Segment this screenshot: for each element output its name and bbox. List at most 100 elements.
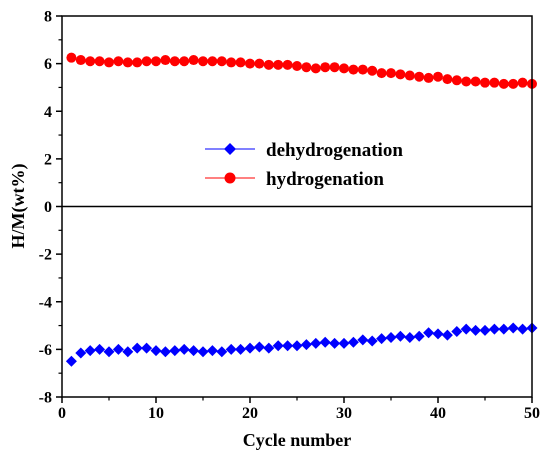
dehydrogenation-point (357, 334, 369, 346)
y-axis-title: H/M(wt%) (8, 164, 29, 249)
hydrogenation-point (235, 57, 246, 68)
dehydrogenation-point (310, 337, 322, 349)
dehydrogenation-point (366, 335, 378, 347)
dehydrogenation-point (451, 326, 463, 338)
hydrogenation-point (104, 57, 114, 68)
dehydrogenation-point (141, 342, 153, 354)
y-tick-label: -6 (39, 342, 52, 359)
dehydrogenation-point (488, 323, 500, 335)
dehydrogenation-point (507, 322, 519, 334)
dehydrogenation-point (460, 323, 472, 335)
x-tick-label: 20 (242, 405, 258, 422)
hydrogenation-point (66, 52, 77, 63)
hydrogenation-point (169, 56, 180, 67)
hydrogenation-point (376, 68, 387, 79)
x-tick-label: 10 (148, 405, 164, 422)
hydrogenation-point (263, 59, 274, 70)
hydrogenation-point (451, 75, 462, 86)
x-tick-label: 30 (336, 405, 352, 422)
dehydrogenation-point (394, 330, 406, 342)
dehydrogenation-point (75, 347, 87, 359)
hydrogenation-point (75, 55, 86, 66)
hydrogenation-point (320, 62, 331, 73)
hydrogenation-point (433, 71, 443, 82)
hydrogenation-point (282, 59, 293, 70)
dehydrogenation-point (347, 336, 359, 348)
hydrogenation-point (470, 76, 481, 87)
dehydrogenation-point (94, 343, 106, 355)
hydrogenation-point (179, 56, 190, 67)
hydrogenation-point (226, 57, 237, 68)
dehydrogenation-point (376, 333, 388, 345)
dehydrogenation-point (479, 324, 491, 336)
hydrogenation-point (132, 57, 143, 68)
dehydrogenation-point (300, 339, 312, 351)
ticks-layer: 0 10 20 30 40 50 -8 -6 -4 -2 0 2 4 6 8 (39, 9, 540, 423)
y-tick-label: -8 (39, 390, 52, 407)
dehydrogenation-point (197, 346, 209, 358)
hydrogenation-point (367, 65, 378, 76)
y-tick-label: 4 (44, 104, 52, 121)
hydrogenation-point (404, 70, 415, 81)
dehydrogenation-point (282, 340, 294, 352)
hydrogenation-point (508, 78, 519, 89)
hydrogenation-point (357, 64, 368, 75)
dehydrogenation-point (122, 346, 134, 358)
hydrogenation-point (245, 58, 255, 69)
dehydrogenation-point (112, 343, 124, 355)
x-tick-label: 0 (58, 405, 66, 422)
dehydrogenation-point (517, 323, 529, 335)
hydrogenation-point (348, 64, 359, 75)
dehydrogenation-point (441, 329, 453, 341)
dehydrogenation-point (206, 345, 218, 357)
hydrogenation-point (141, 56, 152, 67)
hydrogenation-point (85, 56, 96, 67)
y-tick-label: -2 (39, 247, 52, 264)
y-tick-label: 0 (44, 199, 52, 216)
hydrogenation-point (122, 57, 133, 68)
hydrogenation-point (113, 56, 124, 67)
series-hydrogenation (66, 52, 537, 89)
dehydrogenation-point (263, 342, 275, 354)
dehydrogenation-point (150, 345, 162, 357)
hydrogenation-point (489, 77, 500, 88)
dehydrogenation-point (291, 340, 303, 352)
hydrogenation-point (423, 72, 434, 83)
dehydrogenation-point (178, 343, 190, 355)
legend-label-hydrogenation: hydrogenation (266, 169, 384, 190)
hydrogenation-point (310, 63, 321, 74)
y-tick-label: 2 (44, 151, 52, 168)
dehydrogenation-point (131, 342, 143, 354)
legend-label-dehydrogenation: dehydrogenation (266, 140, 403, 161)
hydrogenation-point (414, 71, 425, 82)
dehydrogenation-point (329, 337, 341, 349)
hydrogenation-point (339, 63, 349, 74)
dehydrogenation-point (470, 324, 482, 336)
dehydrogenation-point (319, 336, 331, 348)
hydrogenation-point (395, 69, 406, 80)
hydrogenation-point (94, 56, 105, 67)
dehydrogenation-point (244, 342, 256, 354)
hydrogenation-point (160, 55, 171, 66)
hydrogenation-point (517, 77, 528, 88)
dehydrogenation-point (498, 323, 510, 335)
dehydrogenation-point (103, 346, 115, 358)
dehydrogenation-point (432, 328, 444, 340)
hydrogenation-point (329, 62, 340, 73)
hydrogenation-point (216, 56, 227, 67)
dehydrogenation-point (404, 331, 416, 343)
hydrogenation-point (292, 61, 302, 72)
hydrogenation-point (442, 74, 453, 85)
hydrogenation-point (188, 55, 199, 66)
dehydrogenation-point (423, 327, 435, 339)
hydrogenation-point (386, 68, 396, 79)
hydrogenation-point (480, 77, 490, 88)
x-tick-label: 40 (430, 405, 446, 422)
dehydrogenation-point (84, 345, 96, 357)
dehydrogenation-point (385, 331, 397, 343)
dehydrogenation-point (253, 341, 265, 353)
dehydrogenation-point (235, 343, 247, 355)
y-tick-label: 6 (44, 56, 52, 73)
hydrogenation-point (198, 56, 208, 67)
